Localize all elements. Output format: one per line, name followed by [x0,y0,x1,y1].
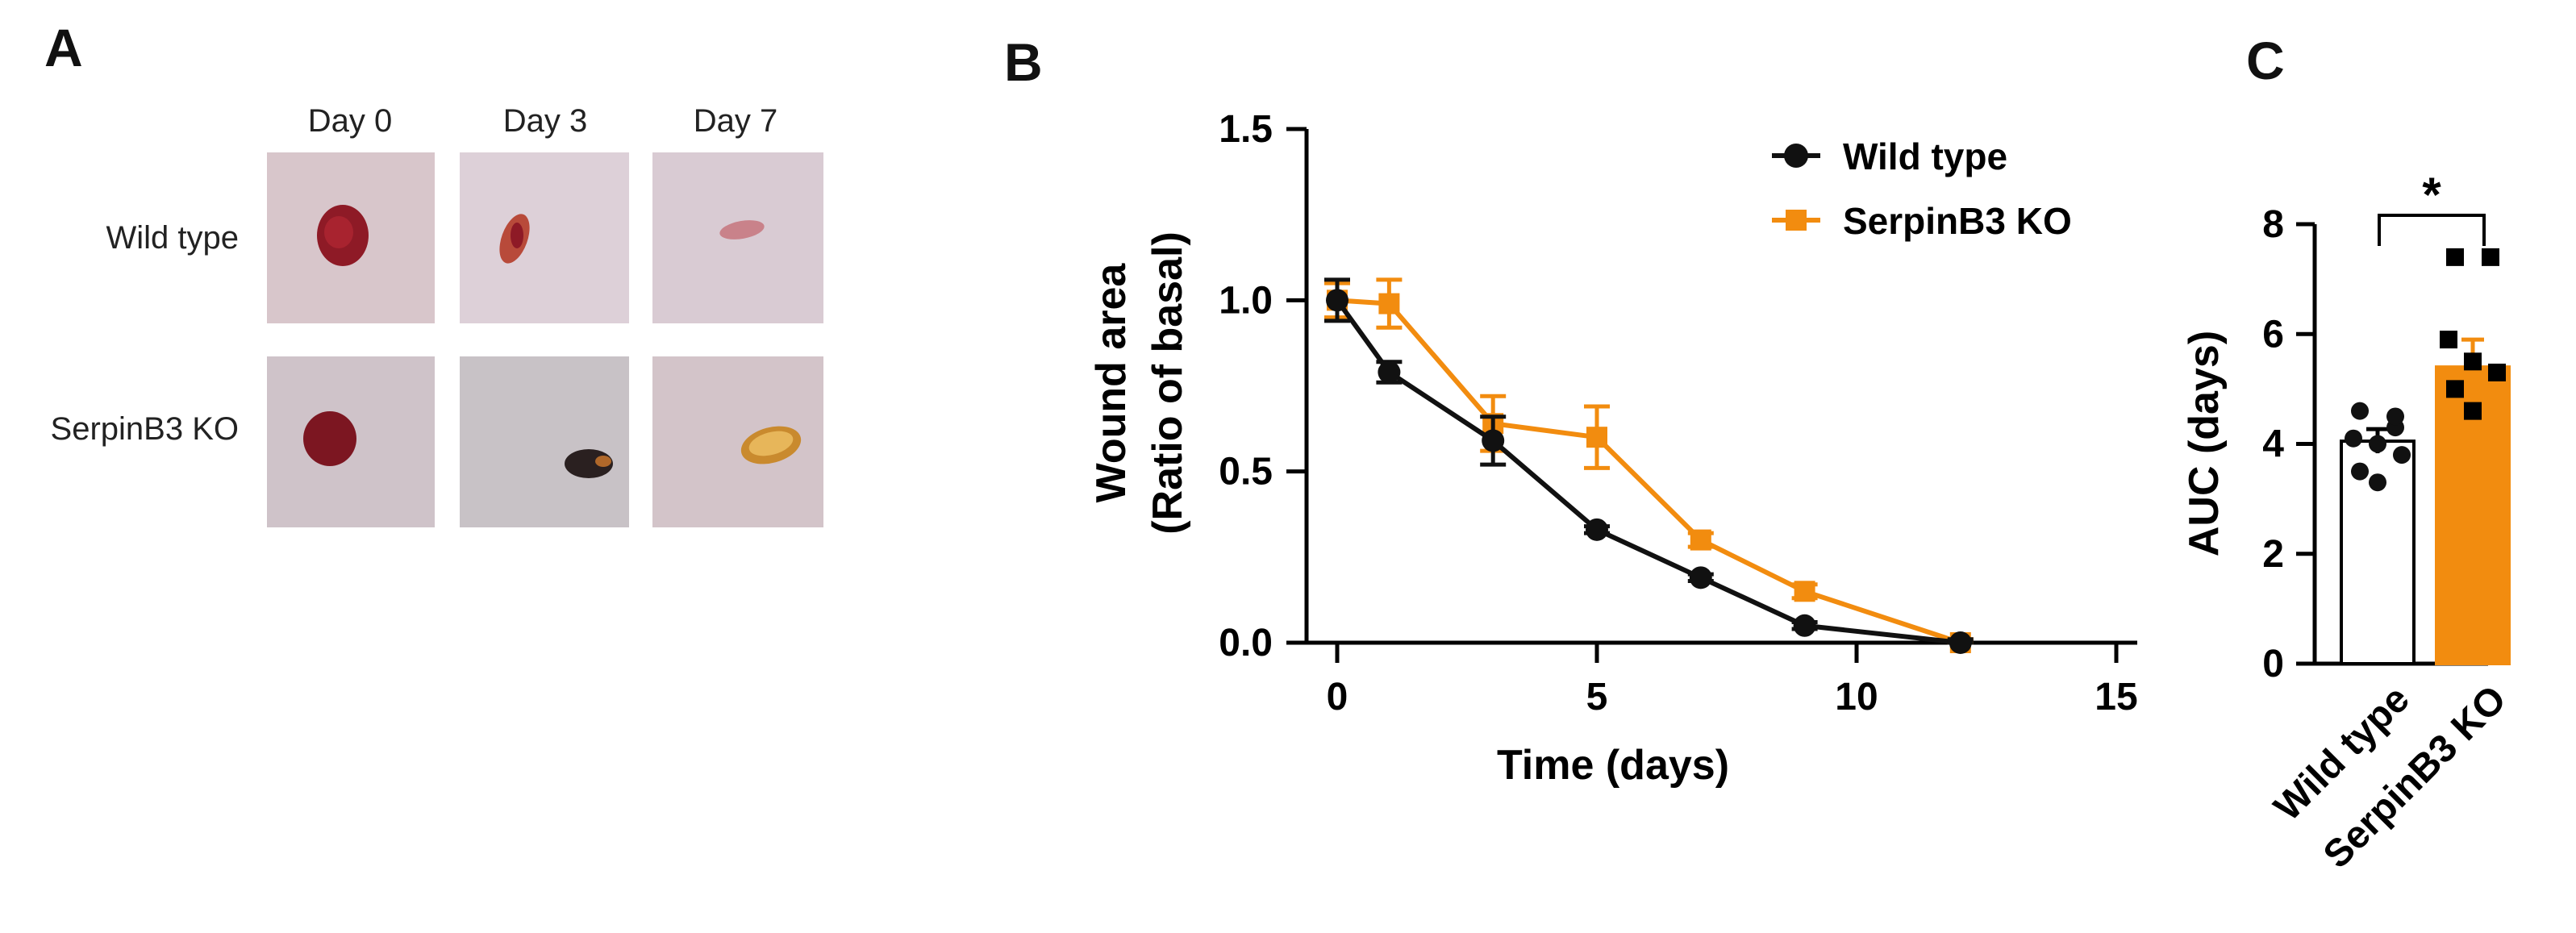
y-tick-label: 4 [2262,423,2284,466]
bar-group-wild-type [2340,402,2416,665]
y-tick-label: 1.5 [1219,108,1273,151]
photo-row-label-wild-type: Wild type [106,220,240,256]
x-axis-title: Time (days) [1497,742,1729,789]
individual-point [2345,429,2362,448]
data-point [1586,427,1607,448]
significance-bracket [2378,214,2486,246]
y-tick-label: 6 [2262,313,2284,356]
data-point [1794,581,1815,602]
panel-a-letter: A [44,18,83,77]
photo-row-label-knockout: SerpinB3 KO [51,411,239,447]
bar-group-serpinb3-ko [2435,248,2511,665]
photo-knockout-day0 [267,356,435,527]
y-tick-label: 2 [2262,533,2284,576]
photo-knockout-day7 [652,356,823,527]
legend: Wild type SerpinB3 KO [1772,135,2072,242]
y-tick-label: 0 [2262,643,2284,685]
individual-point [2482,248,2499,266]
data-point [1793,614,1816,637]
panel-c-letter: C [2246,31,2285,90]
x-tick-label: 15 [2095,676,2137,718]
individual-point [2488,363,2506,381]
photo-wild-type-day0 [267,152,435,323]
individual-point [2351,402,2369,420]
data-point [1690,529,1711,551]
individual-point [2369,473,2386,492]
y-tick-label: 8 [2262,203,2284,246]
data-point [1949,631,1972,654]
significance-marker: * [2422,168,2441,222]
data-point [1378,293,1400,314]
individual-point [2369,435,2386,453]
panel-a: Day 0 Day 3 Day 7 Wild type SerpinB3 KO [51,103,823,527]
legend-label-knockout: SerpinB3 KO [1843,200,2072,242]
y-tick-label: 1.0 [1219,279,1273,322]
panel-b-line-chart: 0.0 0.5 1.0 1.5 0 5 10 15 Time (days) Wound are… [1088,108,2138,789]
panel-b-letter: B [1004,32,1043,92]
individual-point [2393,446,2411,464]
y-tick-label: 0.0 [1219,622,1273,664]
individual-point [2440,331,2457,349]
individual-point [2464,402,2482,420]
data-point [1586,518,1608,541]
series-serpinb3-ko [1324,277,1974,653]
y-axis-title: AUC (days) [2181,331,2228,556]
photo-column-label-day3: Day 3 [503,103,588,139]
y-axis-title-line2: (Ratio of basal) [1144,231,1191,535]
photo-knockout-day3 [460,356,629,527]
y-tick-label: 0.5 [1219,451,1273,494]
y-axis-title-line1: Wound area [1088,263,1135,503]
x-tick-label: 10 [1835,676,1878,718]
data-point [1378,360,1401,384]
individual-point [2351,462,2369,481]
series-line-serpinb3-ko [1336,298,1961,645]
photo-column-label-day0: Day 0 [308,103,393,139]
photo-column-label-day7: Day 7 [694,103,778,139]
data-point [1326,289,1348,312]
individual-point [2386,407,2404,426]
legend-label-wild-type: Wild type [1843,135,2007,177]
x-tick-label: 0 [1327,676,1348,718]
photo-wild-type-day7 [652,152,823,323]
data-point [1689,566,1712,589]
data-point [1482,429,1505,452]
individual-point [2446,248,2464,266]
individual-point [2464,352,2482,371]
series-wild-type [1324,277,1974,654]
legend-marker-wild-type [1784,144,1808,168]
individual-point [2446,380,2464,398]
photo-wild-type-day3 [460,152,629,323]
legend-marker-knockout [1786,210,1807,231]
x-tick-label: 5 [1586,676,1608,718]
